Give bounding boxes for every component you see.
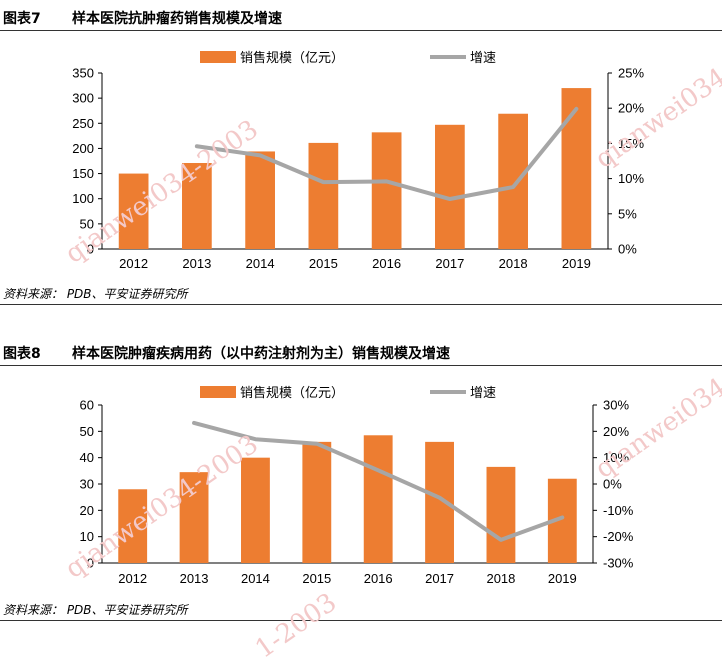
x-tick-label: 2014 [246,256,275,271]
y-left-tick-label: 50 [80,424,94,439]
legend-line-label: 增速 [470,50,496,65]
y-right-tick-label: 5% [618,206,637,221]
figure-8-title-bar: 图表8 样本医院肿瘤疾病用药（以中药注射剂为主）销售规模及增速 [0,343,722,366]
x-tick-label: 2016 [364,571,393,586]
bar [487,467,516,563]
y-right-tick-label: 30% [603,398,629,413]
x-tick-label: 2017 [435,256,464,271]
bar [364,435,393,563]
x-tick-label: 2013 [180,571,209,586]
figure-8-title: 样本医院肿瘤疾病用药（以中药注射剂为主）销售规模及增速 [72,343,450,365]
y-left-tick-label: 60 [80,398,94,413]
bar [119,174,149,249]
figure-8-source: 资料来源： PDB、平安证券研究所 [3,600,188,620]
figure-7-source: 资料来源： PDB、平安证券研究所 [3,284,188,304]
x-tick-label: 2017 [425,571,454,586]
y-left-tick-label: 350 [72,66,94,81]
bar [182,163,212,249]
legend-bar-label: 销售规模（亿元） [240,50,344,65]
y-right-tick-label: 0% [618,242,637,257]
y-left-tick-label: 300 [72,91,94,106]
y-left-tick-label: 0 [87,242,94,257]
x-tick-label: 2012 [118,571,147,586]
bar [562,88,592,249]
legend-line-label: 增速 [470,385,496,400]
bar [118,489,147,563]
figure-7-chart: 0 50 100 150 200 250 300 350 0% 5% 10% 15% 20% 25% 201… [0,38,722,278]
x-tick-label: 2014 [241,571,270,586]
legend-bar-label: 销售规模（亿元） [240,385,344,400]
bar [498,114,528,249]
figure-7-title-bar: 图表7 样本医院抗肿瘤药销售规模及增速 [0,8,722,31]
y-right-tick-label: 15% [618,136,644,151]
bar [302,442,331,563]
x-tick-label: 2016 [372,256,401,271]
figure-7-title: 样本医院抗肿瘤药销售规模及增速 [72,8,282,30]
y-right-tick-label: -10% [603,503,634,518]
y-left-tick-label: 40 [80,450,94,465]
y-left-tick-label: 250 [72,116,94,131]
bar [180,472,209,563]
bar [309,143,339,249]
y-right-tick-label: 25% [618,66,644,81]
figure-7-source-bar: 资料来源： PDB、平安证券研究所 [0,284,722,305]
y-left-tick-label: 10 [80,529,94,544]
figure-8-chart: 0 10 20 30 40 50 60 -30% -20% -10% 0% 10% 20% 30% 2012… [0,376,722,592]
bar [372,132,402,249]
y-right-tick-label: 10% [618,171,644,186]
x-tick-label: 2015 [309,256,338,271]
x-tick-label: 2019 [562,256,591,271]
legend-bar-swatch [200,51,236,63]
figure-7-number: 图表7 [3,8,41,30]
y-left-tick-label: 150 [72,166,94,181]
bar [435,125,465,249]
y-left-tick-label: 200 [72,141,94,156]
y-right-tick-label: -20% [603,529,634,544]
x-tick-label: 2018 [486,571,515,586]
legend-bar-swatch [200,386,236,398]
y-right-tick-label: 20% [603,424,629,439]
figure-8-source-bar: 资料来源： PDB、平安证券研究所 [0,600,722,621]
y-right-tick-label: -30% [603,556,634,571]
x-tick-label: 2013 [182,256,211,271]
figure-8-number: 图表8 [3,343,41,365]
x-tick-label: 2019 [548,571,577,586]
x-tick-label: 2015 [302,571,331,586]
bar [245,151,275,249]
y-right-tick-label: 20% [618,101,644,116]
y-left-tick-label: 100 [72,191,94,206]
y-left-tick-label: 50 [80,216,94,231]
bar [241,458,270,563]
x-tick-label: 2018 [499,256,528,271]
y-left-tick-label: 30 [80,477,94,492]
y-right-tick-label: 10% [603,450,629,465]
y-right-tick-label: 0% [603,477,622,492]
y-left-tick-label: 0 [87,556,94,571]
x-tick-label: 2012 [119,256,148,271]
y-left-tick-label: 20 [80,503,94,518]
